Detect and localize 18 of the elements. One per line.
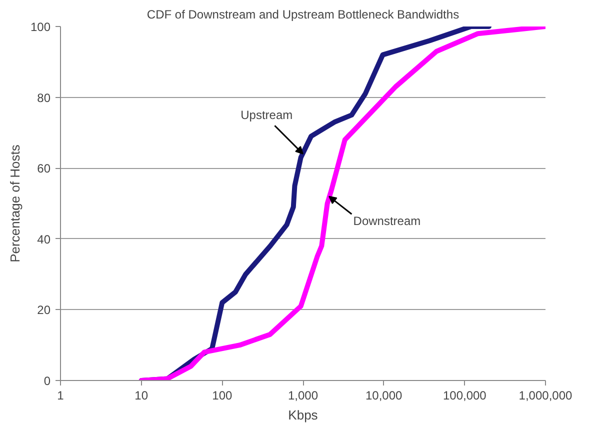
y-tick-label: 40 [37,232,51,246]
x-tick-label: 100,000 [442,388,487,402]
annotation: Downstream [353,214,421,228]
annotation: Upstream [240,108,293,122]
x-tick-label: 1,000,000 [518,388,573,402]
y-tick-label: 60 [37,162,51,176]
y-axis-title: Percentage of Hosts [7,144,22,262]
x-tick-label: 1 [57,388,64,402]
x-tick-label: 1,000 [288,388,318,402]
y-tick-label: 80 [37,90,51,105]
x-tick-label: 100 [212,388,233,402]
x-tick-label: 10,000 [365,388,403,402]
chart-title: CDF of Downstream and Upstream Bottleneck Bandwidths [146,8,460,22]
y-tick-label: 0 [44,374,51,388]
x-tick-label: 10 [134,388,148,402]
y-tick-label: 20 [37,303,51,318]
y-tick-label: 100 [30,20,51,34]
x-axis-title: Kbps [288,408,318,422]
